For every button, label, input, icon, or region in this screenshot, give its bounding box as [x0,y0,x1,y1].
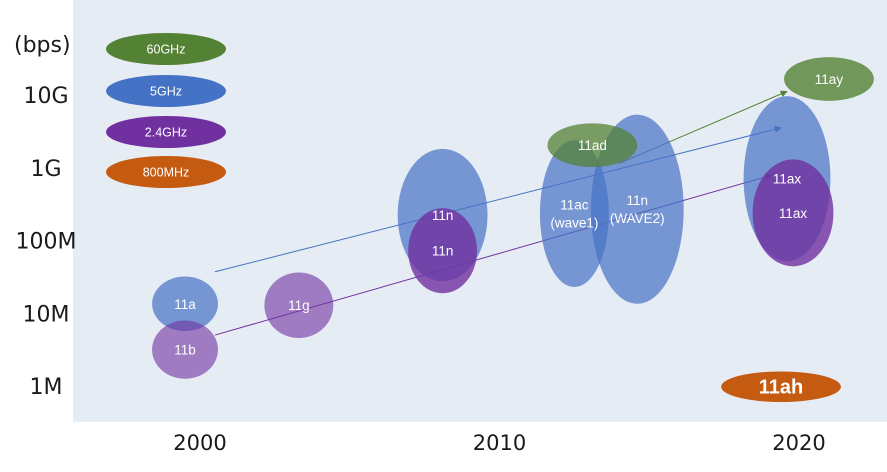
label-11g-2-4ghz: 11g [288,298,310,313]
legend-swatch-60ghz [106,33,226,65]
label-11a-5ghz: 11a [174,297,196,312]
ellipse-11ad-60ghz [547,123,638,168]
y-tick-10g: 10G [23,84,68,109]
x-tick-2000: 2000 [173,431,226,455]
ellipse-11b-2-4ghz [152,320,218,379]
legend-swatch-800mhz [106,156,226,188]
ellipse-11ah-800mhz [721,371,841,403]
x-tick-2010: 2010 [473,431,526,455]
legend-label-2-4ghz: 2.4GHz [145,126,187,140]
legend-label-800mhz: 800MHz [143,166,190,180]
y-tick-1m: 1M [30,375,63,400]
label-11n-5ghz: 11n [432,208,454,223]
label-11b-2-4ghz: 11b [174,343,196,358]
y-axis-unit-label: (bps) [14,33,71,58]
y-tick-100m: 100M [16,230,77,255]
ellipse-11a-5ghz [152,276,218,332]
label-11ax-2-4ghz: 11ax [779,206,808,221]
label-11ad-60ghz: 11ad [578,138,607,153]
ellipse-11ay-60ghz [784,57,874,101]
legend-swatch-5ghz [106,75,226,107]
label-11ah-800mhz: 11ah [759,377,803,399]
label-11ay-60ghz: 11ay [815,72,844,87]
legend-swatch-2-4ghz [106,116,226,148]
label-11n-wave2-5ghz: 11n (WAVE2) [610,193,665,226]
y-tick-1g: 1G [30,157,61,182]
trend-arrow-5ghz [214,125,782,273]
label-11n-2-4ghz: 11n [432,244,454,259]
legend-label-60ghz: 60GHz [147,43,186,57]
label-11ax-5ghz: 11ax [773,172,802,187]
ellipse-11ax-2-4ghz [752,159,834,267]
ellipse-11g-2-4ghz [264,272,334,338]
x-tick-2020: 2020 [772,431,825,455]
ellipse-11n-2-4ghz [408,208,478,294]
legend-label-5ghz: 5GHz [150,85,182,99]
label-11ac-wave1-5ghz: 11ac (wave1) [550,198,598,231]
y-tick-10m: 10M [23,302,70,327]
ellipse-11ac-5ghz [539,140,609,288]
